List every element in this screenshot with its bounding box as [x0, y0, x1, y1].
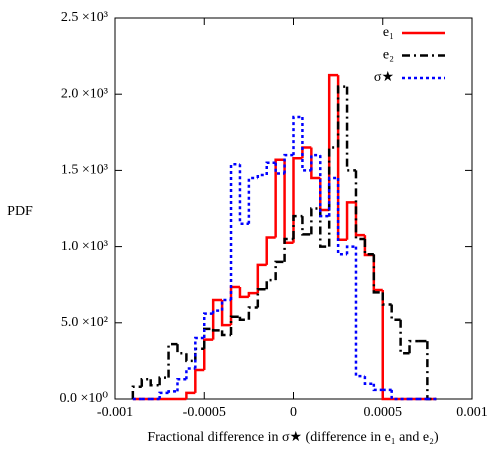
legend-label: σ★ — [374, 70, 394, 85]
histogram-step — [310, 153, 321, 171]
histogram-step — [238, 286, 249, 299]
histogram-step — [203, 312, 214, 339]
x-tick-label: 0 — [290, 405, 297, 420]
x-tick-label: 0.001 — [456, 405, 488, 420]
histogram-step — [256, 288, 267, 308]
histogram-step — [229, 285, 240, 326]
y-axis-label: PDF — [7, 204, 33, 219]
histogram-step — [345, 201, 356, 240]
histogram-step — [158, 376, 169, 386]
x-tick-label: -0.0005 — [183, 405, 226, 420]
histogram-step — [372, 254, 383, 292]
histogram-step — [283, 237, 294, 262]
histogram-step — [319, 155, 330, 218]
y-tick-label: 1.0 ×10³ — [61, 239, 108, 254]
histogram-step — [408, 339, 419, 354]
histogram-step — [247, 306, 258, 320]
histogram-step — [327, 176, 339, 217]
histogram-step — [203, 338, 214, 371]
histogram-step — [185, 353, 196, 363]
histogram-step — [194, 368, 205, 393]
histogram-step — [345, 245, 356, 255]
histogram-step — [283, 159, 294, 245]
histogram-step — [194, 347, 205, 361]
histogram-step — [194, 336, 205, 369]
histogram-step — [256, 173, 267, 179]
histogram-step — [354, 202, 365, 237]
histogram-step — [149, 379, 160, 387]
histogram-step — [176, 344, 187, 355]
histogram-step — [220, 299, 232, 327]
histogram-step — [220, 298, 232, 311]
histogram-step — [301, 216, 312, 236]
histogram-step — [176, 377, 187, 392]
histogram-step — [220, 330, 232, 337]
histogram-step — [211, 328, 223, 332]
histogram-step — [274, 158, 285, 238]
histogram-step — [301, 117, 312, 172]
histogram-step — [185, 391, 196, 399]
histogram-step — [390, 389, 401, 401]
histogram-step — [310, 147, 321, 180]
histogram-step — [354, 170, 365, 241]
y-tick-label: 1.5 ×10³ — [61, 163, 108, 178]
x-axis-label: Fractional difference in σ★ (difference … — [147, 430, 439, 445]
histogram-step — [229, 315, 240, 335]
histogram-step — [345, 86, 356, 172]
histogram-step — [265, 161, 276, 175]
histogram-step — [265, 236, 276, 265]
histogram-step — [336, 178, 348, 256]
histogram-step — [336, 85, 348, 148]
histogram-step — [274, 260, 285, 281]
histogram-step — [283, 153, 294, 174]
histogram-step — [265, 278, 276, 290]
histogram-step — [372, 254, 383, 294]
histogram-step — [319, 178, 330, 212]
histogram-step — [399, 319, 410, 355]
histogram-step — [167, 342, 178, 378]
histogram-step — [381, 292, 392, 306]
histogram-step — [140, 377, 151, 387]
histogram-step — [327, 73, 339, 211]
histogram-step — [336, 75, 348, 241]
histogram-step — [158, 391, 169, 399]
histogram-step — [211, 298, 223, 340]
histogram-step — [274, 162, 285, 175]
histogram-step — [292, 156, 303, 243]
histogram-step — [211, 309, 223, 314]
histogram-step — [390, 304, 401, 322]
histogram-step — [319, 208, 330, 248]
histogram-step — [167, 390, 178, 393]
histogram-step — [363, 376, 374, 386]
histogram-step — [310, 207, 321, 235]
histogram-step — [292, 115, 303, 156]
histogram-step — [381, 290, 392, 401]
histogram-step — [372, 383, 383, 392]
x-tick-label: -0.001 — [97, 405, 133, 420]
histogram-step — [229, 163, 240, 300]
histogram-step — [256, 263, 267, 294]
histogram-step — [426, 341, 437, 401]
y-tick-label: 2.0 ×10³ — [61, 86, 108, 101]
histogram-step — [301, 146, 312, 159]
histogram-step — [247, 291, 258, 297]
histogram-step — [203, 327, 214, 349]
y-tick-label: 0.0 ×10⁰ — [59, 391, 108, 406]
x-tick-label: 0.0005 — [364, 405, 403, 420]
histogram-step — [363, 235, 374, 257]
y-tick-label: 2.5 ×10³ — [61, 10, 108, 25]
legend-label: e₂ — [383, 48, 394, 63]
histogram-step — [131, 385, 142, 399]
histogram-step — [327, 146, 339, 247]
histogram-step — [238, 316, 249, 322]
histogram-step — [247, 176, 258, 224]
histogram-step — [185, 367, 196, 380]
histogram-step — [363, 238, 374, 256]
histogram-step — [354, 246, 365, 378]
histogram-step — [292, 214, 303, 239]
y-tick-label: 5.0 ×10² — [61, 315, 108, 330]
histogram-step — [238, 164, 249, 225]
legend-label: e₁ — [383, 25, 394, 40]
